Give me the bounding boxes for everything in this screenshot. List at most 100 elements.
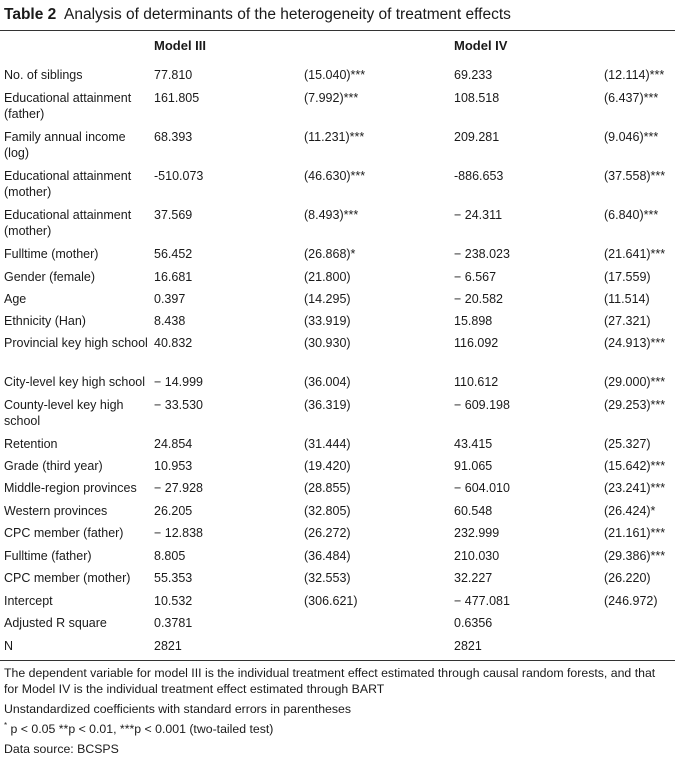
model-iv-se: (29.253)***: [604, 398, 666, 412]
model-iii-coef: 10.953: [154, 459, 193, 473]
model-iv-coef: 0.6356: [454, 616, 493, 630]
model-iv-se: (26.220): [604, 571, 651, 585]
model-iv-coef: 116.092: [454, 336, 499, 350]
table-row: Educational attainment (mother) 37.569 (8.…: [0, 207, 675, 239]
model-iii-coef: 2821: [154, 639, 182, 653]
model-iii-se: (28.855): [304, 481, 351, 495]
model-iv-coef: 232.999: [454, 526, 500, 540]
table-caption: Table 2 Analysis of determinants of the …: [4, 5, 511, 25]
model-iv-coef: 110.612: [454, 375, 499, 389]
model-iii-coef: 37.569: [154, 208, 193, 222]
model-iii-coef: − 12.838: [154, 526, 204, 540]
header-model-iii: Model III: [154, 38, 206, 53]
model-iii-se: (26.272): [304, 526, 351, 540]
table-notes: The dependent variable for model III is …: [4, 665, 669, 761]
table-row: Middle-region provinces − 27.928 (28.855) −…: [0, 480, 675, 496]
table-row: Family annual income (log) 68.393 (11.231)…: [0, 129, 675, 161]
row-label: Age: [4, 292, 27, 306]
model-iv-coef: 2821: [454, 639, 482, 653]
row-label: Educational attainment (mother): [4, 169, 132, 199]
table-title: Analysis of determinants of the heteroge…: [64, 6, 511, 23]
model-iv-coef: − 477.081: [454, 594, 510, 608]
model-iii-se: (14.295): [304, 292, 351, 306]
table-label: Table 2: [4, 6, 57, 23]
table-row: CPC member (father) − 12.838 (26.272) 232.9…: [0, 525, 675, 541]
model-iii-coef: 40.832: [154, 336, 193, 350]
table-row: Educational attainment (mother) -510.073 (…: [0, 168, 675, 200]
model-iv-se: (9.046)***: [604, 130, 659, 144]
model-iii-se: (11.231)***: [304, 130, 365, 144]
table-row: Intercept 10.532 (306.621) − 477.081 (246.97…: [0, 593, 675, 609]
model-iii-coef: 8.438: [154, 314, 186, 328]
table-row: Provincial key high school 40.832 (30.930)…: [0, 335, 675, 351]
row-label: CPC member (father): [4, 526, 124, 540]
table-row: CPC member (mother) 55.353 (32.553) 32.227 (…: [0, 570, 675, 586]
model-iii-coef: − 33.530: [154, 398, 204, 412]
model-iii-coef: − 27.928: [154, 481, 204, 495]
model-iv-se: (37.558)***: [604, 169, 666, 183]
row-label: County-level key high school: [4, 398, 124, 428]
model-iii-coef: -510.073: [154, 169, 204, 183]
model-iii-se: (36.004): [304, 375, 351, 389]
model-iv-se: (23.241)***: [604, 481, 666, 495]
table-row: Educational attainment (father) 161.805 (7…: [0, 90, 675, 122]
note-data-source: Data source: BCSPS: [4, 742, 119, 756]
row-label: Retention: [4, 437, 58, 451]
row-label: City-level key high school: [4, 375, 146, 389]
table-row: No. of siblings 77.810 (15.040)*** 69.233 (1…: [0, 67, 675, 83]
model-iv-se: (25.327): [604, 437, 651, 451]
row-label: CPC member (mother): [4, 571, 131, 585]
model-iii-coef: − 14.999: [154, 375, 204, 389]
row-label: Educational attainment (father): [4, 91, 132, 121]
table-row: Fulltime (mother) 56.452 (26.868)* − 238.02…: [0, 246, 675, 262]
model-iii-se: (7.992)***: [304, 91, 359, 105]
row-label: Provincial key high school: [4, 336, 148, 350]
note-significance-text: p < 0.05 **p < 0.01, ***p < 0.001 (two-t…: [7, 722, 274, 736]
model-iv-coef: -886.653: [454, 169, 504, 183]
model-iii-coef: 161.805: [154, 91, 200, 105]
table-row: County-level key high school − 33.530 (36.…: [0, 397, 675, 429]
model-iv-se: (26.424)*: [604, 504, 656, 518]
table-row: N 2821 2821: [0, 638, 675, 654]
model-iv-se: (29.386)***: [604, 549, 666, 563]
model-iii-se: (36.319): [304, 398, 351, 412]
model-iv-coef: − 604.010: [454, 481, 510, 495]
row-label: Western provinces: [4, 504, 108, 518]
model-iii-se: (31.444): [304, 437, 351, 451]
model-iv-coef: 43.415: [454, 437, 493, 451]
model-iii-se: (30.930): [304, 336, 351, 350]
model-iii-coef: 55.353: [154, 571, 193, 585]
header-model-iv: Model IV: [454, 38, 508, 53]
model-iii-coef: 56.452: [154, 247, 193, 261]
model-iii-coef: 26.205: [154, 504, 193, 518]
model-iv-coef: 69.233: [454, 68, 493, 82]
model-iii-se: (8.493)***: [304, 208, 359, 222]
model-iv-se: (6.437)***: [604, 91, 659, 105]
note-significance-star: *: [4, 720, 8, 730]
row-label: Grade (third year): [4, 459, 103, 473]
model-iv-se: (246.972): [604, 594, 658, 608]
model-iv-coef: − 24.311: [454, 208, 503, 222]
model-iv-se: (6.840)***: [604, 208, 659, 222]
note-coefficients: Unstandardized coefficients with standar…: [4, 702, 352, 716]
row-label: Educational attainment (mother): [4, 208, 132, 238]
model-iii-coef: 0.3781: [154, 616, 193, 630]
model-iv-se: (27.321): [604, 314, 651, 328]
model-iii-se: (36.484): [304, 549, 351, 563]
row-label: Fulltime (father): [4, 549, 92, 563]
table-row: Grade (third year) 10.953 (19.420) 91.065 (1…: [0, 458, 675, 474]
model-iii-se: (19.420): [304, 459, 351, 473]
model-iv-se: (15.642)***: [604, 459, 666, 473]
table-row: Fulltime (father) 8.805 (36.484) 210.030 (29…: [0, 548, 675, 564]
row-label: Adjusted R square: [4, 616, 107, 630]
model-iii-se: (306.621): [304, 594, 358, 608]
model-iv-se: (21.641)***: [604, 247, 666, 261]
table-row: City-level key high school − 14.999 (36.00…: [0, 374, 675, 390]
row-label: Gender (female): [4, 270, 96, 284]
model-iii-se: (32.553): [304, 571, 351, 585]
model-iv-se: (29.000)***: [604, 375, 666, 389]
note-dependent-variable: The dependent variable for model III is …: [4, 666, 656, 696]
table-row: Gender (female) 16.681 (21.800) − 6.567 (17.…: [0, 269, 675, 285]
model-iii-se: (21.800): [304, 270, 351, 284]
